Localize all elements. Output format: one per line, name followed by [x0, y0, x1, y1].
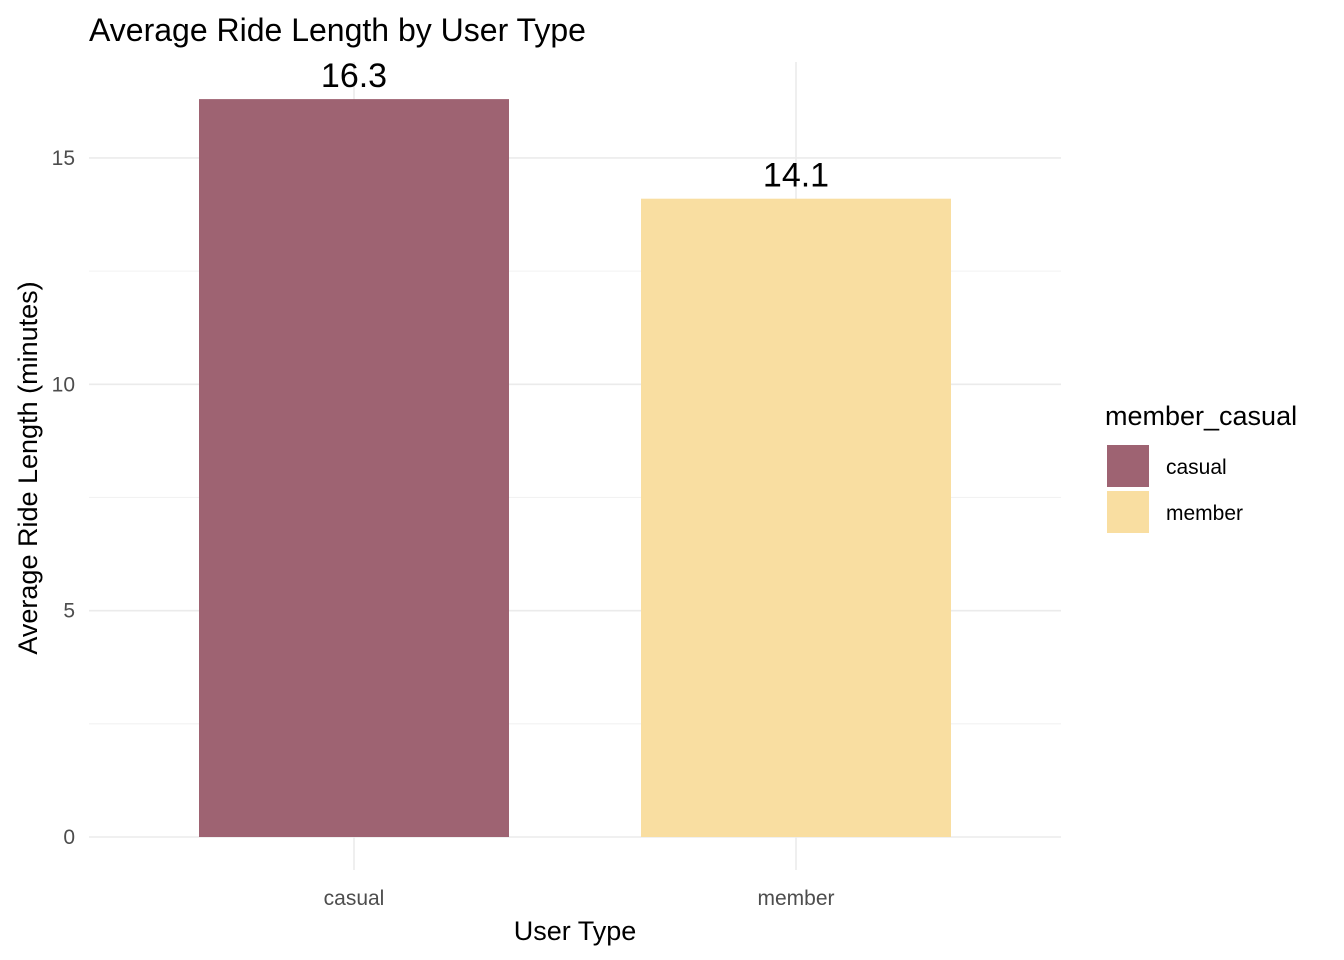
legend-swatch-member [1107, 491, 1149, 533]
legend-items: casual member [1107, 445, 1243, 533]
x-tick-label-member: member [757, 887, 834, 910]
chart-title: Average Ride Length by User Type [89, 12, 586, 48]
bar-casual [199, 99, 509, 837]
bars [199, 99, 951, 837]
bar-member [641, 198, 951, 837]
legend-label-member: member [1166, 502, 1243, 525]
x-tick-label-casual: casual [324, 887, 385, 910]
legend-title: member_casual [1105, 401, 1297, 431]
y-tick-label: 15 [52, 147, 75, 170]
y-tick-label: 10 [52, 373, 75, 396]
y-tick-label: 5 [63, 600, 75, 623]
data-label-member: 14.1 [763, 157, 829, 195]
y-tick-label: 0 [63, 826, 75, 849]
legend: member_casual casual member [1105, 401, 1297, 533]
y-axis-ticks: 0 5 10 15 [52, 147, 75, 849]
legend-label-casual: casual [1166, 456, 1227, 479]
x-axis-ticks: casual member [324, 887, 835, 910]
y-axis-title: Average Ride Length (minutes) [13, 281, 43, 654]
data-label-casual: 16.3 [321, 57, 387, 95]
data-labels: 16.3 14.1 [321, 57, 829, 195]
x-axis-title: User Type [514, 916, 637, 946]
legend-swatch-casual [1107, 445, 1149, 487]
